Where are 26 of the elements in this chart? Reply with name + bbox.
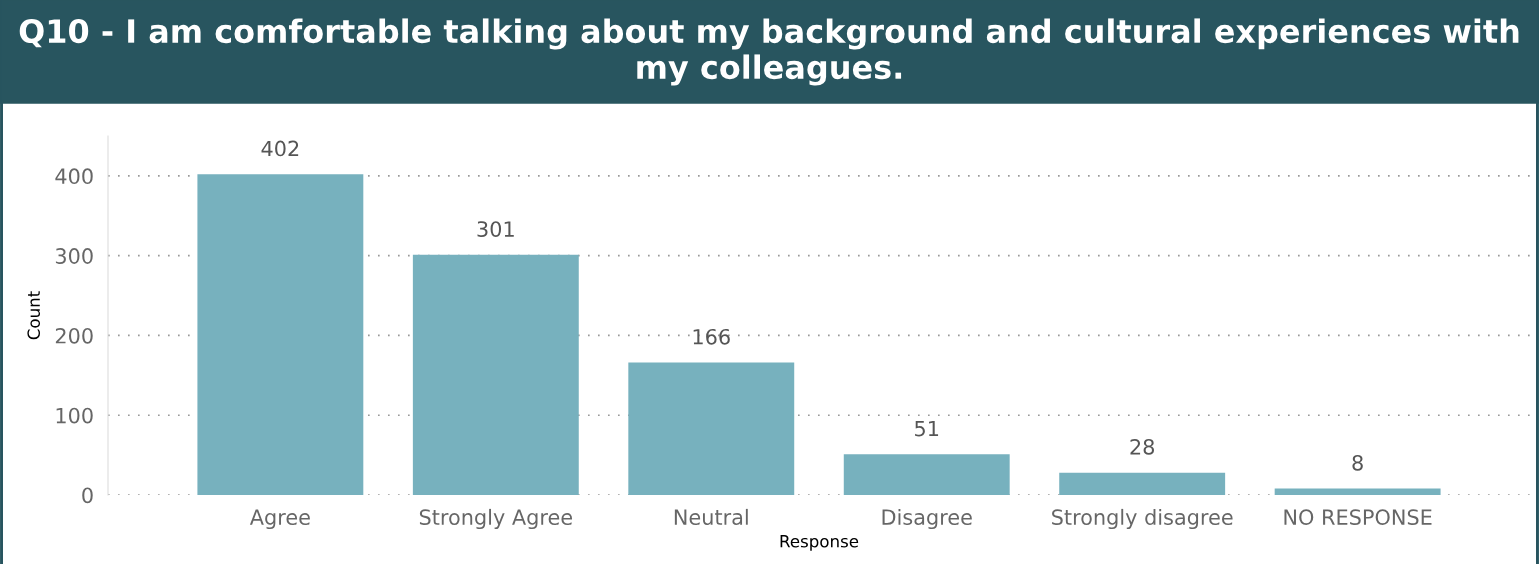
x-tick-label: Disagree — [882, 508, 972, 530]
x-tick-label: NO RESPONSE — [1284, 509, 1432, 526]
data-label: 402 — [261, 140, 299, 157]
y-tick-label: 400 — [55, 168, 93, 185]
x-tick-label: Strongly disagree — [1052, 508, 1233, 530]
chart-title: Q10 - I am comfortable talking about my background and cultural experiences with my colleagues. — [19, 18, 1519, 86]
data-label: 28 — [1130, 438, 1155, 455]
y-tick-label: 100 — [56, 407, 93, 424]
bar — [197, 174, 364, 495]
data-label: 8 — [1352, 454, 1363, 471]
data-label: 166 — [693, 328, 730, 345]
bar — [1274, 488, 1441, 495]
y-tick-label: 300 — [55, 248, 93, 264]
data-label: 51 — [915, 420, 939, 437]
bar — [412, 254, 579, 495]
y-axis-title: Count — [27, 291, 41, 340]
bar — [628, 362, 795, 495]
x-tick-label: Agree — [249, 509, 310, 530]
x-tick-label: Neutral — [674, 508, 748, 526]
bar — [843, 454, 1010, 495]
bar — [1059, 472, 1226, 495]
y-tick-label: 200 — [55, 327, 93, 344]
x-tick-label: Strongly Agree — [419, 508, 573, 530]
y-tick-label: 0 — [82, 487, 93, 504]
x-axis-title: Response — [780, 535, 859, 551]
data-label: 301 — [477, 221, 514, 237]
